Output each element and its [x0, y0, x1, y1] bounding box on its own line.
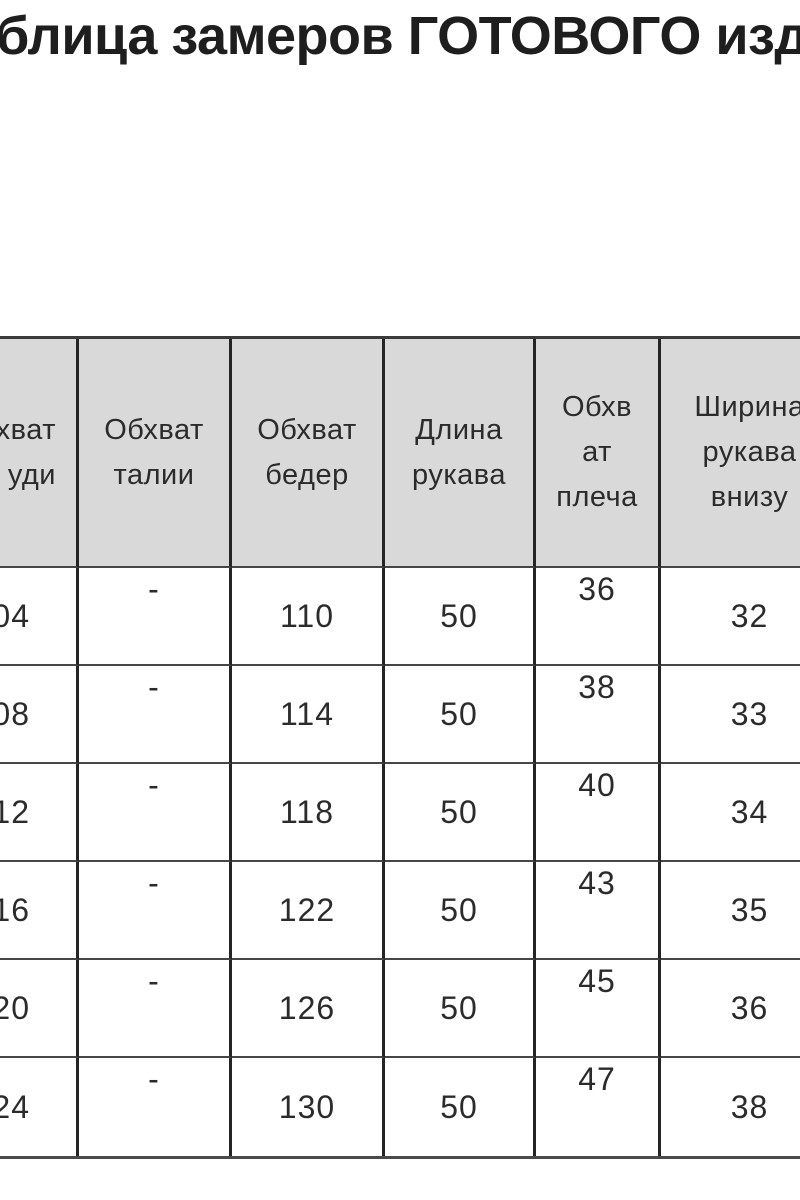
table-cell: 50: [385, 764, 536, 862]
table-cell: -: [79, 862, 232, 960]
table-cell: -: [79, 764, 232, 862]
column-header-sleeve-bottom-width: Ширина рукава внизу: [661, 339, 800, 568]
table-cell: 34: [661, 764, 800, 862]
table-cell: -: [79, 960, 232, 1058]
table-cell: -: [79, 666, 232, 764]
page-title: блица замеров ГОТОВОГО изд: [0, 6, 800, 66]
table-cell: -: [79, 568, 232, 666]
table-cell: 122: [232, 862, 385, 960]
table-cell: 50: [385, 1058, 536, 1156]
table-cell: 47: [536, 1058, 661, 1156]
table-cell: 110: [232, 568, 385, 666]
table-cell: 20: [0, 960, 79, 1058]
table-cell: 35: [661, 862, 800, 960]
table-cell: 114: [232, 666, 385, 764]
table-cell: -: [79, 1058, 232, 1156]
table-cell: 33: [661, 666, 800, 764]
table-cell: 45: [536, 960, 661, 1058]
table-cell: 50: [385, 862, 536, 960]
table-cell: 04: [0, 568, 79, 666]
table-cell: 36: [536, 568, 661, 666]
column-header-sleeve-length: Длина рукава: [385, 339, 536, 568]
column-header-upper-arm-girth: Обхв ат плеча: [536, 339, 661, 568]
table-cell: 24: [0, 1058, 79, 1156]
table-cell: 50: [385, 568, 536, 666]
table-cell: 38: [536, 666, 661, 764]
table-cell: 32: [661, 568, 800, 666]
table-cell: 08: [0, 666, 79, 764]
table-cell: 50: [385, 666, 536, 764]
column-header-chest-girth: хват уди: [0, 339, 79, 568]
table-cell: 130: [232, 1058, 385, 1156]
table-cell: 43: [536, 862, 661, 960]
table-cell: 50: [385, 960, 536, 1058]
table-cell: 118: [232, 764, 385, 862]
table-cell: 36: [661, 960, 800, 1058]
column-header-hip-girth: Обхват бедер: [232, 339, 385, 568]
size-measurement-table: хват уди Обхват талии Обхват бедер Длина…: [0, 336, 800, 1159]
table-cell: 16: [0, 862, 79, 960]
column-header-waist-girth: Обхват талии: [79, 339, 232, 568]
table-cell: 38: [661, 1058, 800, 1156]
table-cell: 40: [536, 764, 661, 862]
table-cell: 126: [232, 960, 385, 1058]
table-cell: 12: [0, 764, 79, 862]
